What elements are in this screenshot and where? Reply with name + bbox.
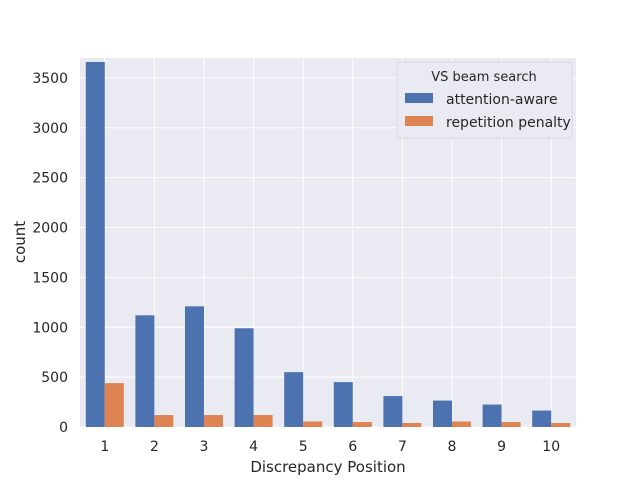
bar-repetition-penalty-8 [452,421,471,427]
bar-attention-aware-8 [433,400,452,427]
y-tick-label: 3500 [32,71,68,87]
bar-attention-aware-1 [85,61,105,427]
legend-swatch-attention-aware [405,93,433,103]
bar-attention-aware-4 [234,328,254,427]
y-tick-label: 3000 [32,121,68,137]
bar-repetition-penalty-1 [104,383,124,427]
x-tick-label: 4 [249,439,258,455]
bars [85,61,571,427]
y-axis-label: count [11,221,29,263]
y-tick-label: 0 [59,420,68,436]
y-tick-label: 500 [41,370,68,386]
bar-attention-aware-5 [284,372,304,427]
legend-label-attention-aware: attention-aware [446,92,558,108]
legend-box [396,61,573,139]
bar-attention-aware-6 [333,382,353,427]
y-tick-label: 2500 [32,171,68,187]
legend: VS beam search attention-aware repetitio… [396,61,573,139]
legend-title: VS beam search [431,70,536,85]
bar-repetition-penalty-9 [501,422,521,427]
bar-repetition-penalty-4 [253,415,273,427]
x-tick-label: 9 [497,439,506,455]
bar-attention-aware-9 [482,404,502,427]
x-tick-label: 1 [100,439,109,455]
x-tick-label: 7 [398,439,407,455]
x-tick-label: 2 [150,439,159,455]
bar-attention-aware-2 [135,315,155,427]
bar-attention-aware-3 [185,306,204,427]
x-tick-label: 10 [542,439,560,455]
x-axis: 1 2 3 4 5 6 7 8 9 10 [100,439,560,455]
x-tick-label: 5 [299,439,308,455]
y-tick-label: 1500 [32,270,68,286]
bar-repetition-penalty-7 [402,423,422,427]
y-tick-label: 2000 [32,221,68,237]
bar-repetition-penalty-10 [551,423,571,427]
bar-repetition-penalty-6 [352,422,372,427]
x-axis-label: Discrepancy Position [250,458,405,476]
x-tick-label: 8 [448,439,457,455]
bar-repetition-penalty-2 [154,415,174,427]
bar-attention-aware-10 [532,410,552,427]
bar-repetition-penalty-5 [303,421,323,427]
y-tick-label: 1000 [32,320,68,336]
legend-label-repetition-penalty: repetition penalty [446,115,571,131]
x-tick-label: 6 [348,439,357,455]
x-tick-label: 3 [200,439,209,455]
bar-attention-aware-7 [383,396,403,427]
legend-swatch-repetition-penalty [405,116,433,126]
bar-repetition-penalty-3 [204,415,223,427]
y-axis: 0 500 1000 1500 2000 2500 3000 3500 [32,71,68,436]
